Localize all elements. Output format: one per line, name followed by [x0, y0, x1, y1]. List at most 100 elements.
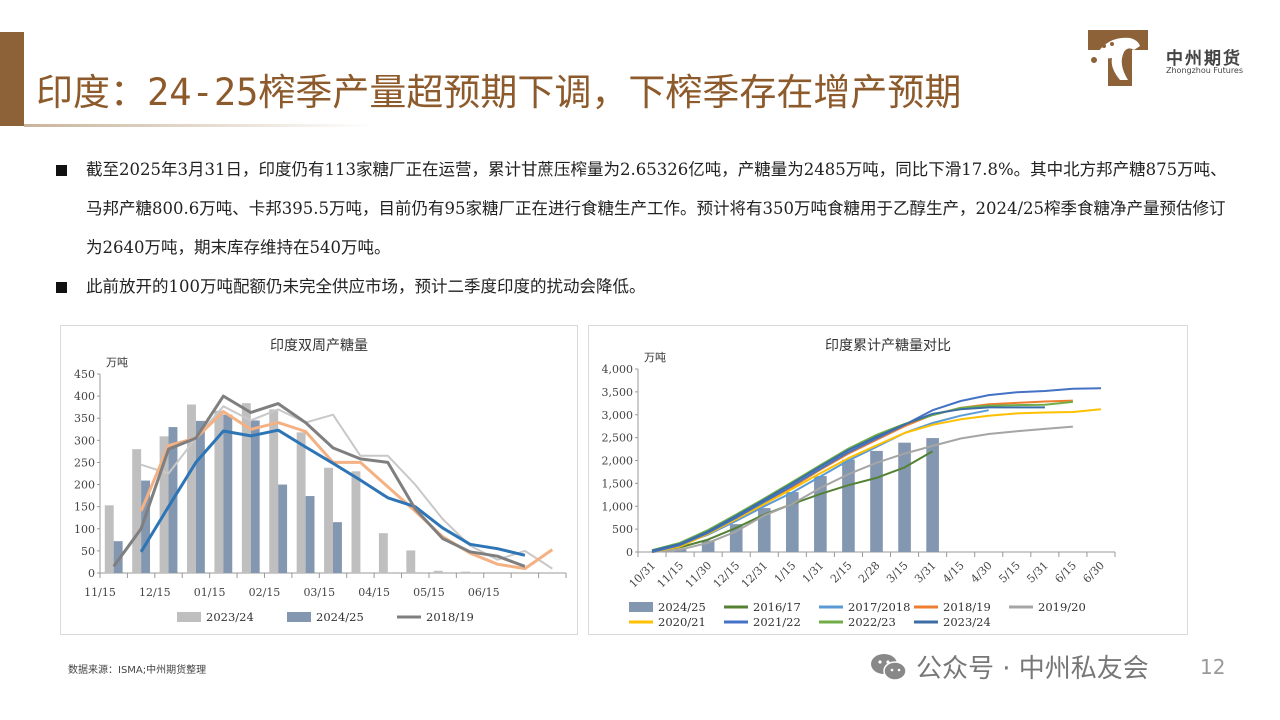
legend-label: 2023/24: [206, 610, 254, 624]
bar-2023/24: [378, 533, 388, 573]
legend-swatch: [177, 612, 201, 622]
line-series-2019/20: [651, 425, 1073, 553]
y-tick-label: 0: [626, 546, 633, 559]
company-logo: [1088, 30, 1148, 86]
bar-2023/24: [132, 449, 142, 573]
line-series: [139, 428, 526, 557]
y-tick-label: 400: [74, 390, 95, 403]
y-tick-label: 0: [88, 567, 95, 580]
x-tick-label: 12/15: [139, 586, 171, 599]
bar-2024/25: [786, 492, 799, 552]
x-tick-label: 3/31: [912, 559, 939, 586]
line-series-2020/21: [651, 408, 1102, 553]
legend-swatch: [287, 612, 311, 622]
y-tick-label: 450: [74, 368, 95, 381]
x-tick-label: 1/15: [772, 559, 799, 586]
legend-label: 2017/2018: [848, 600, 910, 614]
x-tick-label: 01/15: [194, 586, 226, 599]
bar-2024/25: [141, 480, 151, 573]
x-tick-label: 2/15: [828, 559, 855, 586]
x-tick-label: 2/28: [856, 559, 883, 586]
y-tick-label: 2,500: [602, 432, 634, 445]
x-tick-label: 12/15: [711, 559, 743, 591]
line-series-2022/23: [651, 400, 1073, 552]
bar-2023/24: [406, 550, 416, 573]
bullet-text: 此前放开的100万吨配额仍未完全供应市场，预计二季度印度的扰动会降低。: [86, 277, 646, 296]
legend-label: 2016/17: [753, 600, 801, 614]
bar-2024/25: [305, 496, 315, 573]
bar-2024/25: [870, 450, 883, 552]
bullet-item: 截至2025年3月31日，印度仍有113家糖厂正在运营，累计甘蔗压榨量为2.65…: [56, 150, 1236, 267]
y-tick-label: 3,500: [602, 386, 634, 399]
wechat-icon: [871, 653, 907, 681]
legend-label: 2020/21: [658, 615, 706, 629]
y-tick-label: 1,500: [602, 477, 634, 490]
bar-2023/24: [241, 403, 251, 573]
line-series-2023/24: [651, 406, 1045, 552]
y-tick-label: 50: [81, 545, 95, 558]
y-tick-label: 350: [74, 412, 95, 425]
bar-2024/25: [278, 484, 288, 573]
legend-label: 2018/19: [426, 610, 474, 624]
bullet-item: 此前放开的100万吨配额仍未完全供应市场，预计二季度印度的扰动会降低。: [56, 267, 1236, 306]
x-tick-label: 1/31: [800, 559, 827, 586]
logo-name-cn: 中州期货: [1166, 49, 1242, 69]
legend-label: 2022/23: [848, 615, 896, 629]
cumulative-production-chart: 印度累计产糖量对比 万吨 0 500 1,000 1,500 2,000 2,500 3,00…: [588, 325, 1188, 635]
x-tick-label: 05/15: [413, 586, 445, 599]
x-tick-label: 6/30: [1080, 559, 1107, 586]
title-underline: [24, 124, 374, 127]
y-tick-label: 300: [74, 434, 95, 447]
biweekly-production-chart: 印度双周产糖量 万吨 0 50 100 150 200 250 300 350 400 450 11/…: [60, 325, 578, 635]
x-tick-label: 4/30: [968, 559, 995, 586]
y-tick-label: 150: [74, 501, 95, 514]
line-series-2021/22: [651, 387, 1102, 553]
page-number: 12: [1200, 655, 1226, 679]
y-tick-label: 1,000: [602, 500, 634, 513]
legend-label: 2024/25: [316, 610, 364, 624]
bar-2024/25: [757, 508, 771, 552]
legend-label: 2024/25: [658, 600, 706, 614]
y-tick-label: 4,000: [602, 363, 634, 376]
x-tick-label: 6/15: [1052, 559, 1079, 586]
x-tick-label: 3/15: [884, 559, 911, 586]
bar-2024/25: [250, 420, 260, 573]
bar-2023/24: [324, 467, 333, 573]
x-tick-label: 11/30: [683, 559, 715, 591]
bar-2023/24: [269, 409, 279, 573]
legend-label: 2023/24: [943, 615, 991, 629]
bullet-list: 截至2025年3月31日，印度仍有113家糖厂正在运营，累计甘蔗压榨量为2.65…: [56, 150, 1236, 306]
bar-2024/25: [223, 414, 233, 573]
page-title: 印度：24-25榨季产量超预期下调，下榨季存在增产预期: [36, 71, 962, 114]
data-source: 数据来源：ISMA;中州期货整理: [68, 665, 207, 676]
x-tick-label: 11/15: [84, 586, 116, 599]
line-series-2018/19: [112, 394, 526, 568]
legend-label: 2019/20: [1038, 600, 1086, 614]
legend-label: 2018/19: [943, 600, 991, 614]
legend-swatch: [629, 602, 653, 612]
x-tick-label: 4/15: [940, 559, 967, 586]
y-tick-label: 500: [612, 523, 633, 536]
bar-2023/24: [433, 570, 443, 573]
y-tick-label: 100: [74, 523, 95, 536]
bar-2024/25: [113, 541, 123, 573]
bullet-square-icon: [56, 165, 67, 176]
x-tick-label: 10/31: [627, 559, 659, 591]
x-tick-label: 11/15: [655, 559, 687, 591]
legend-label: 2021/22: [753, 615, 801, 629]
bar-2023/24: [187, 404, 196, 573]
x-tick-label: 5/15: [996, 559, 1023, 586]
x-tick-label: 5/31: [1024, 559, 1051, 586]
bar-2023/24: [351, 471, 361, 573]
x-tick-label: 12/31: [739, 559, 771, 591]
bar-2024/25: [926, 438, 939, 552]
bar-2024/25: [729, 524, 743, 552]
chart-title: 印度双周产糖量: [270, 338, 368, 354]
x-tick-label: 06/15: [468, 586, 500, 599]
brand-bar: [0, 32, 24, 126]
bar-2023/24: [296, 432, 306, 573]
bar-2024/25: [842, 459, 855, 552]
bullet-text: 截至2025年3月31日，印度仍有113家糖厂正在运营，累计甘蔗压榨量为2.65…: [86, 160, 1227, 257]
bar-2023/24: [159, 436, 169, 573]
y-tick-label: 250: [74, 456, 95, 469]
